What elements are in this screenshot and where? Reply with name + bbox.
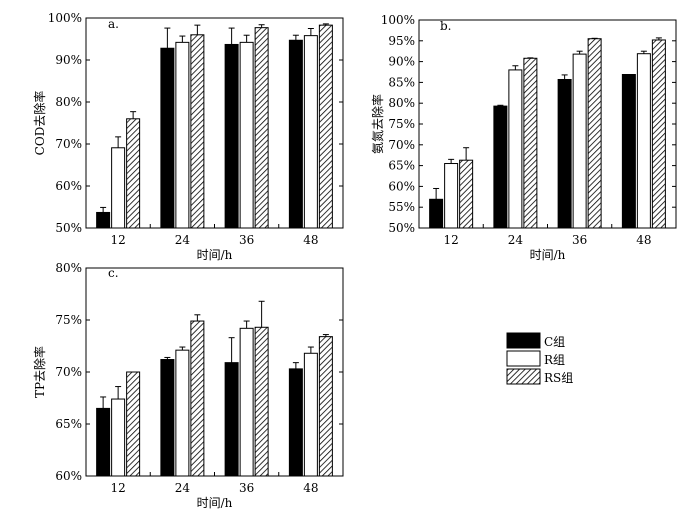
x-tick-label: 48 [636, 233, 651, 247]
y-tick-label: 80% [55, 261, 82, 275]
chart-panel-1: 50% 60% 70% 80% 90% 100% 12 24 36 48 时间/h COD去除率 a. [32, 11, 344, 262]
legend-swatch-c [506, 332, 541, 349]
chart-panel-2: 50% 55% 60% 65% 70% 75% 80% 85% 90% 95% 100% 12 24 36… [370, 13, 677, 262]
y-tick-label: 55% [388, 200, 415, 214]
chart-panel-3: 60% 65% 70% 75% 80% 12 24 36 48 时间/h TP去除率 c. [32, 261, 344, 510]
bar-r-48 [636, 53, 651, 229]
bar-r-48 [303, 352, 318, 477]
bar-r-24 [175, 349, 190, 477]
bar-c-24 [160, 47, 175, 229]
bar-r-12 [111, 147, 126, 229]
bar-c-36 [224, 43, 239, 229]
x-tick-label: 48 [303, 233, 318, 247]
legend-swatch-r [506, 350, 541, 367]
y-tick-label: 70% [388, 138, 415, 152]
bar-c-48 [288, 39, 303, 229]
y-axis-title: TP去除率 [32, 346, 47, 398]
x-tick-label: 12 [110, 233, 125, 247]
y-tick-label: 90% [388, 55, 415, 69]
y-tick-label: 95% [388, 34, 415, 48]
bar-r-36 [572, 53, 587, 229]
y-tick-label: 65% [388, 159, 415, 173]
x-tick-label: 24 [175, 481, 191, 495]
x-tick-label: 36 [239, 481, 254, 495]
x-tick-label: 36 [239, 233, 254, 247]
bar-c-12 [96, 211, 111, 229]
bar-c-24 [493, 105, 508, 229]
y-tick-label: 50% [388, 221, 415, 235]
y-tick-label: 80% [55, 95, 82, 109]
bar-r-36 [239, 41, 254, 229]
y-tick-label: 90% [55, 53, 82, 67]
bar-rs-24 [190, 34, 205, 229]
bar-c-12 [96, 407, 111, 477]
y-tick-label: 70% [55, 137, 82, 151]
bar-r-48 [303, 35, 318, 229]
legend-label-c: C组 [544, 335, 565, 349]
legend-item-r: R组 [506, 350, 565, 367]
y-tick-label: 65% [55, 417, 82, 431]
bar-r-12 [444, 163, 459, 229]
y-tick-label: 100% [381, 13, 415, 27]
y-tick-label: 60% [55, 469, 82, 483]
y-tick-label: 85% [388, 75, 415, 89]
y-tick-label: 60% [55, 179, 82, 193]
panel-label: b. [440, 19, 452, 33]
bar-rs-24 [523, 57, 538, 229]
y-tick-label: 75% [55, 313, 82, 327]
bar-r-12 [111, 398, 126, 477]
y-tick-label: 60% [388, 179, 415, 193]
bar-rs-12 [126, 118, 141, 229]
bar-r-24 [508, 69, 523, 229]
bar-c-48 [288, 368, 303, 477]
x-tick-label: 48 [303, 481, 318, 495]
x-tick-label: 12 [443, 233, 458, 247]
bar-c-24 [160, 359, 175, 477]
x-tick-label: 24 [508, 233, 524, 247]
y-tick-label: 75% [388, 117, 415, 131]
panel-label: a. [108, 17, 119, 31]
y-tick-label: 50% [55, 221, 82, 235]
legend-label-rs: RS组 [544, 371, 573, 385]
bar-c-48 [621, 73, 636, 229]
panel-label: c. [108, 266, 119, 280]
bar-rs-48 [318, 24, 333, 229]
bar-rs-24 [190, 320, 205, 477]
bar-r-24 [175, 41, 190, 229]
legend-item-rs: RS组 [506, 368, 573, 385]
bar-c-12 [429, 198, 444, 229]
bar-c-36 [224, 362, 239, 477]
x-axis-title: 时间/h [197, 496, 233, 510]
x-tick-label: 24 [175, 233, 191, 247]
x-axis-title: 时间/h [530, 248, 566, 262]
legend-label-r: R组 [544, 353, 565, 367]
bar-r-36 [239, 327, 254, 477]
y-axis-title: COD去除率 [32, 91, 47, 156]
bar-rs-36 [254, 326, 269, 477]
bar-rs-12 [126, 371, 141, 477]
y-tick-label: 80% [388, 96, 415, 110]
x-axis-title: 时间/h [197, 248, 233, 262]
y-tick-label: 100% [48, 11, 82, 25]
bar-rs-48 [651, 39, 666, 229]
bar-rs-48 [318, 336, 333, 477]
legend-item-c: C组 [506, 332, 565, 349]
bar-rs-36 [587, 38, 602, 229]
bar-rs-36 [254, 27, 269, 229]
x-tick-label: 36 [572, 233, 587, 247]
bar-rs-12 [459, 159, 474, 229]
legend: C组 R组 RS组 [506, 332, 573, 385]
x-tick-label: 12 [110, 481, 125, 495]
y-tick-label: 70% [55, 365, 82, 379]
legend-swatch-rs [506, 368, 541, 385]
y-axis-title: 氨氮去除率 [370, 94, 385, 154]
bar-c-36 [557, 78, 572, 229]
